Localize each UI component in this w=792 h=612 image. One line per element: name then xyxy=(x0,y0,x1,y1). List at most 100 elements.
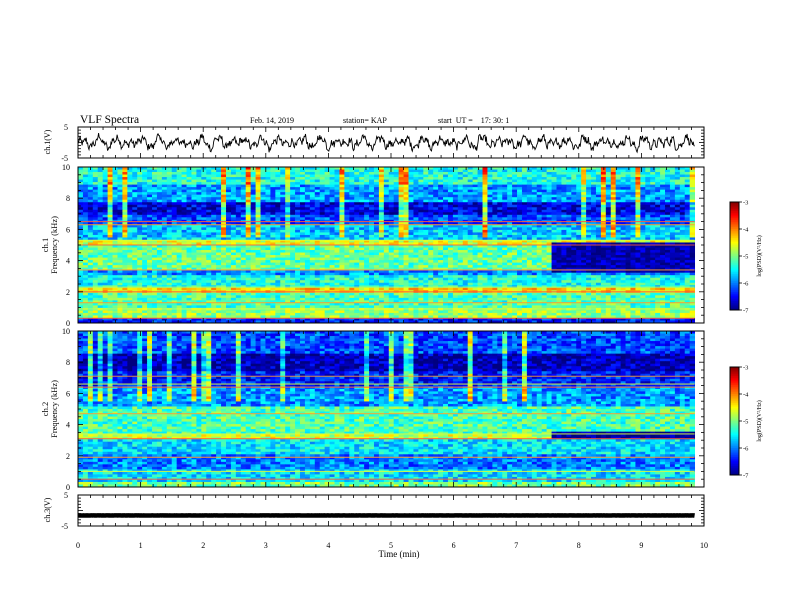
spectrogram-cell xyxy=(423,187,429,191)
spectrogram-cell xyxy=(206,197,212,201)
spectrogram-cell xyxy=(531,204,538,208)
spectrogram-cell xyxy=(605,237,612,241)
spectrogram-cell xyxy=(620,204,626,208)
spectrogram-cell xyxy=(551,167,557,170)
spectrogram-cell xyxy=(107,204,113,208)
spectrogram-cell xyxy=(216,234,222,238)
spectrogram-cell xyxy=(408,239,414,243)
spectrogram-cell xyxy=(334,177,340,180)
spectrogram-cell xyxy=(556,217,562,221)
spectrogram-cell xyxy=(388,187,395,191)
spectrogram-cell xyxy=(393,172,400,175)
spectrogram-cell xyxy=(260,202,266,206)
spectrogram-cell xyxy=(235,182,242,186)
spectrogram-cell xyxy=(201,255,207,258)
spectrogram-cell xyxy=(245,232,252,236)
spectrogram-cell xyxy=(225,169,232,173)
spectrogram-cell xyxy=(517,255,523,258)
spectrogram-cell xyxy=(166,247,173,251)
spectrogram-cell xyxy=(127,224,133,228)
spectrogram-cell xyxy=(423,177,429,180)
spectrogram-cell xyxy=(245,234,252,238)
spectrogram-cell xyxy=(87,172,94,175)
spectrogram-cell xyxy=(526,242,533,246)
spectrogram-cell xyxy=(546,197,552,201)
spectrogram-cell xyxy=(517,245,523,248)
spectrogram-cell xyxy=(655,257,661,261)
spectrogram-cell xyxy=(240,227,247,231)
spectrogram-cell xyxy=(591,224,597,228)
spectrogram-cell xyxy=(225,239,232,243)
spectrogram-cell xyxy=(354,234,360,238)
spectrogram-cell xyxy=(452,214,459,218)
spectrogram-cell xyxy=(255,194,261,198)
spectrogram-cell xyxy=(127,177,133,180)
spectrogram-cell xyxy=(235,239,242,243)
spectrogram-cell xyxy=(334,239,340,243)
spectrogram-cell xyxy=(270,229,276,233)
spectrogram-cell xyxy=(359,169,365,173)
spectrogram-cell xyxy=(482,242,488,246)
spectrogram-cell xyxy=(304,197,311,201)
spectrogram-cell xyxy=(112,179,118,183)
spectrogram-cell xyxy=(147,224,153,228)
spectrogram-cell xyxy=(102,172,108,175)
spectrogram-cell xyxy=(403,237,409,241)
spectrogram-cell xyxy=(487,189,493,193)
spectrogram-cell xyxy=(551,189,557,193)
spectrogram-cell xyxy=(502,204,508,208)
spectrogram-cell xyxy=(625,250,631,253)
spectrogram-cell xyxy=(270,239,276,243)
spectrogram-cell xyxy=(443,252,449,256)
spectrogram-cell xyxy=(230,204,237,208)
spectrogram-cell xyxy=(235,199,242,203)
spectrogram-cell xyxy=(250,197,256,201)
spectrogram-cell xyxy=(290,174,296,178)
spectrogram-cell xyxy=(201,232,207,236)
spectrogram-cell xyxy=(270,194,276,198)
spectrogram-cell xyxy=(309,257,316,261)
spectrogram-cell xyxy=(240,174,247,178)
spectrogram-cell xyxy=(630,237,636,241)
spectrogram-cell xyxy=(122,192,128,196)
spectrogram-cell xyxy=(679,184,686,188)
spectrogram-cell xyxy=(492,189,498,193)
spectrogram-cell xyxy=(230,207,237,211)
spectrogram-cell xyxy=(403,189,409,193)
spectrogram-cell xyxy=(82,167,89,170)
spectrogram-cell xyxy=(230,234,237,238)
spectrogram-cell xyxy=(329,182,335,186)
spectrogram-cell xyxy=(423,262,429,266)
spectrogram-cell xyxy=(92,179,99,183)
spectrogram-cell xyxy=(304,177,311,180)
spectrogram-cell xyxy=(359,199,365,203)
spectrogram-cell xyxy=(393,177,400,180)
spectrogram-cell xyxy=(561,199,567,203)
spectrogram-cell xyxy=(566,255,572,258)
spectrogram-cell xyxy=(591,239,597,243)
spectrogram-cell xyxy=(640,212,646,216)
spectrogram-cell xyxy=(689,224,696,228)
spectrogram-cell xyxy=(433,194,439,198)
spectrogram-cell xyxy=(477,177,483,180)
spectrogram-cell xyxy=(255,202,261,206)
spectrogram-cell xyxy=(245,247,252,251)
spectrogram-cell xyxy=(541,177,548,180)
spectrogram-cell xyxy=(398,169,404,173)
spectrogram-cell xyxy=(536,217,543,221)
spectrogram-cell xyxy=(166,179,173,183)
spectrogram-cell xyxy=(665,179,671,183)
spectrogram-cell xyxy=(665,189,671,193)
spectrogram-cell xyxy=(127,252,133,256)
spectrogram-cell xyxy=(610,237,617,241)
spectrogram-cell xyxy=(408,245,414,248)
spectrogram-cell xyxy=(408,232,414,236)
spectrogram-cell xyxy=(566,192,572,196)
spectrogram-cell xyxy=(610,197,617,201)
spectrogram-cell xyxy=(556,234,562,238)
spectrogram-cell xyxy=(196,197,202,201)
spectrogram-cell xyxy=(660,234,666,238)
spectrogram-cell xyxy=(299,257,306,261)
spectrogram-cell xyxy=(344,224,350,228)
spectrogram-cell xyxy=(586,232,592,236)
